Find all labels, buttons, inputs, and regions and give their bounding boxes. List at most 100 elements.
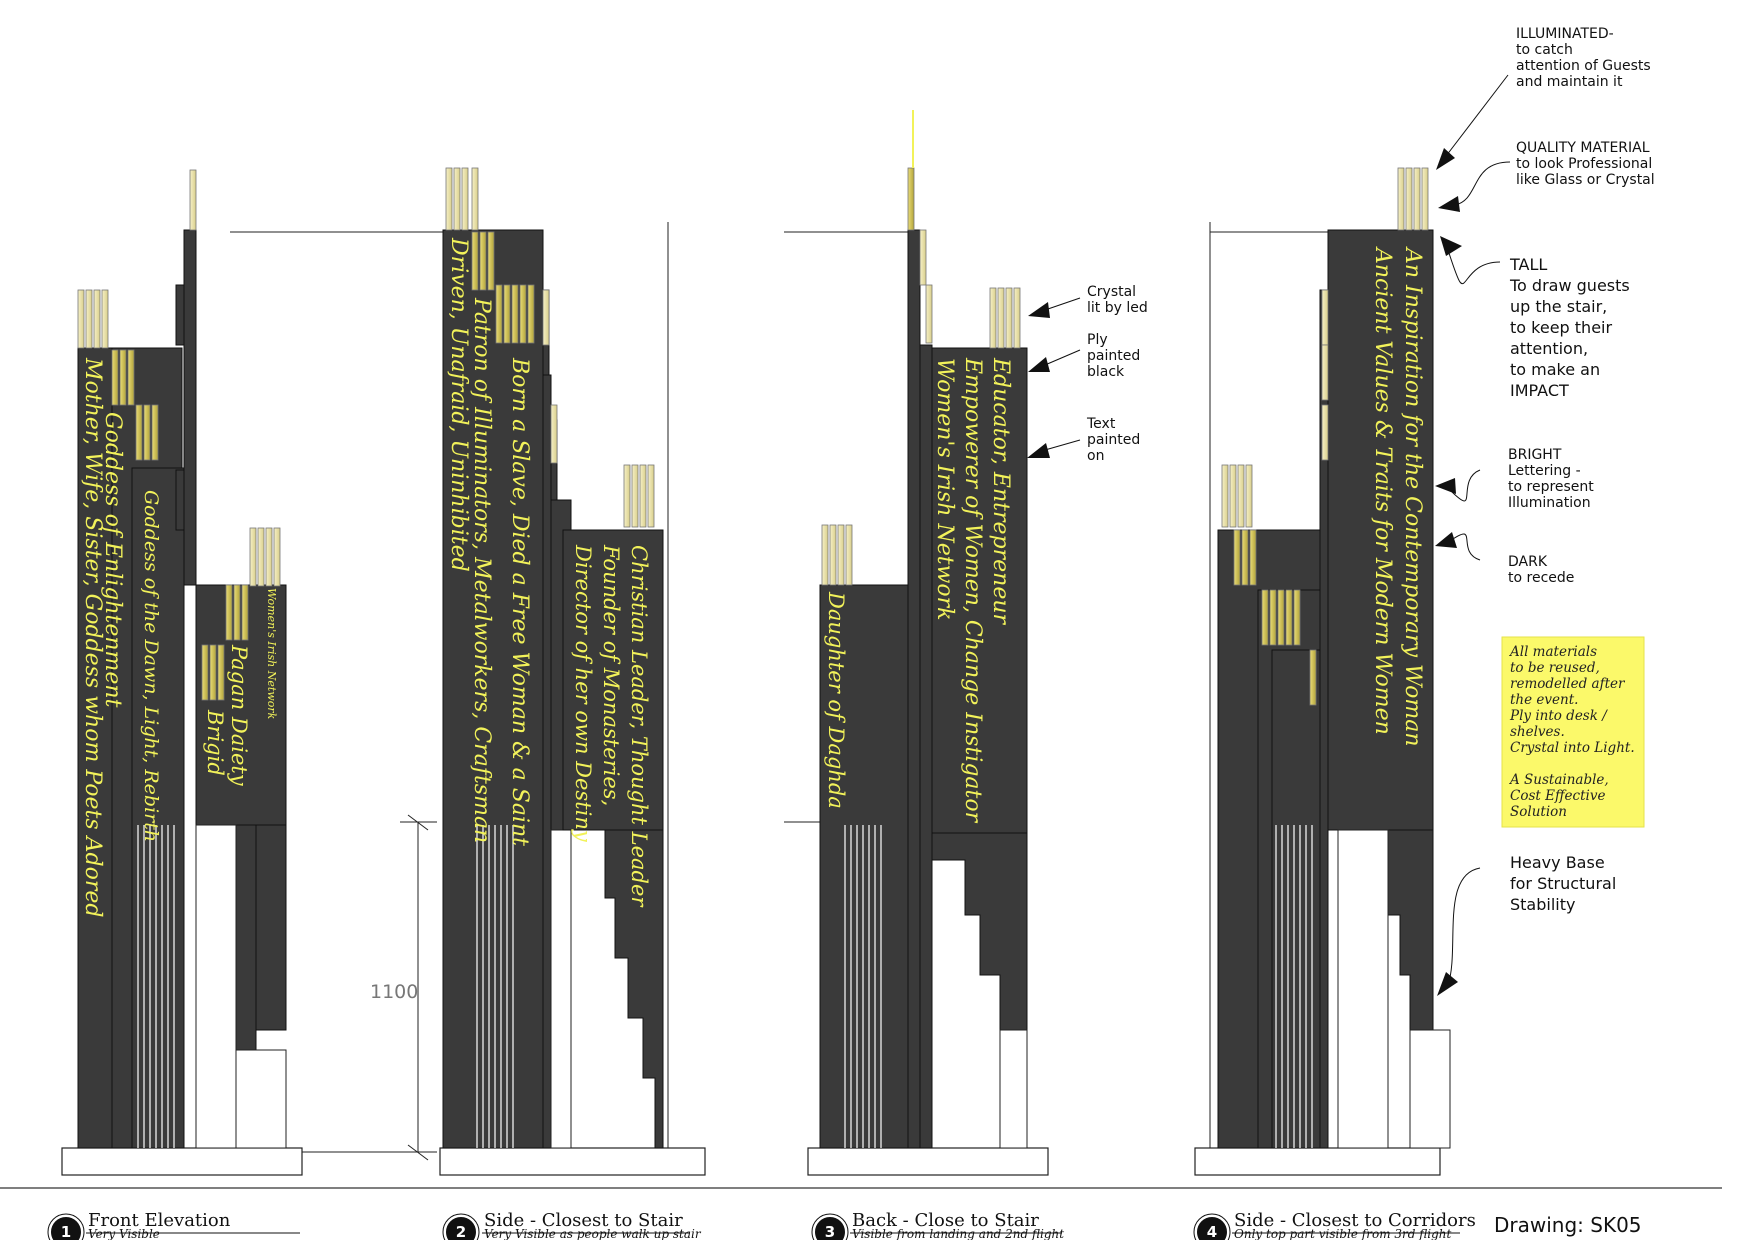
view-title: Side - Closest to Stair: [484, 1210, 683, 1231]
view-title: Side - Closest to Corridors: [1234, 1210, 1476, 1231]
note-text-1: Text: [1086, 416, 1116, 432]
note-ply-1: Ply: [1087, 332, 1108, 348]
view-number: 2: [456, 1223, 466, 1240]
lettering-patron: Patron of Illuminators, Metalworkers, Cr…: [469, 297, 494, 843]
note-heavy-2: for Structural: [1510, 874, 1616, 893]
sticky-note: All materials to be reused, remodelled a…: [1501, 636, 1645, 828]
ply-blade: [907, 229, 921, 1149]
lettering-founder: Founder of Monasteries,: [599, 544, 623, 806]
dimension-label: 1100: [370, 981, 418, 1003]
note-tall-1: TALL: [1509, 255, 1547, 274]
base-plinth: [1194, 1147, 1441, 1176]
ply-blade: [183, 229, 197, 586]
lettering-slave: Born a Slave, Died a Free Woman & a Sain…: [507, 357, 532, 846]
note-ply-2: painted: [1087, 348, 1140, 364]
note-tall-3: up the stair,: [1510, 297, 1607, 316]
ply-panel: [931, 347, 1028, 834]
view-side-corridor: An Inspiration for the Contemporary Woma…: [1194, 167, 1451, 1176]
view-number: 1: [61, 1223, 71, 1240]
note-tall-5: attention,: [1510, 339, 1588, 358]
view-subtitle: Visible from landing and 2nd flight: [852, 1227, 1064, 1240]
lettering-daughter: Daughter of Daghda: [824, 591, 848, 809]
crystal-cluster: [1221, 167, 1429, 706]
note-tall-4: to keep their: [1510, 318, 1612, 337]
sticky-line: Cost Effective: [1510, 788, 1605, 804]
note-dark-1: DARK: [1508, 554, 1548, 570]
view-number: 4: [1207, 1223, 1217, 1240]
view-number: 3: [825, 1223, 835, 1240]
view-title: Front Elevation: [88, 1210, 231, 1231]
note-heavy-1: Heavy Base: [1510, 853, 1605, 872]
note-tall-6: to make an: [1510, 360, 1600, 379]
ply-panel: [562, 529, 664, 831]
note-tall-2: To draw guests: [1509, 276, 1630, 295]
note-quality-2: to look Professional: [1516, 156, 1652, 172]
sticky-line: Crystal into Light.: [1510, 740, 1635, 756]
base-plinth: [61, 1147, 303, 1176]
lettering-christian: Christian Leader, Thought Leader: [627, 545, 651, 908]
base-grille: [476, 825, 514, 1148]
base-plinth: [807, 1147, 1049, 1176]
sticky-line: shelves.: [1510, 724, 1565, 740]
note-text-2: painted: [1087, 432, 1140, 448]
caption-view-3: 3 Back - Close to Stair Visible from lan…: [811, 1210, 1064, 1240]
view-front-elevation: Mother, Wife, Sister, Goddess whom Poets…: [61, 169, 303, 1176]
lettering-ancient: Ancient Values & Traits for Modern Women: [1370, 246, 1395, 735]
note-ply-3: black: [1087, 364, 1125, 380]
view-subtitle: Only top part visible from 3rd flight: [1234, 1227, 1452, 1240]
note-illuminated-3: attention of Guests: [1516, 58, 1651, 74]
view-subtitle: Very Visible as people walk up stair: [484, 1227, 702, 1240]
lettering-mother: Mother, Wife, Sister, Goddess whom Poets…: [80, 357, 105, 917]
sticky-line: Solution: [1510, 804, 1567, 820]
view-side-stair: Driven, Unafraid, Uninhibited Patron of …: [230, 167, 706, 1176]
ply-panel: [195, 584, 287, 826]
sticky-line: All materials: [1508, 644, 1597, 660]
note-bright-1: BRIGHT: [1508, 447, 1562, 463]
sticky-line: Ply into desk /: [1509, 708, 1608, 724]
annotations-back: Crystal lit by led Ply painted black Tex…: [1027, 284, 1148, 464]
view-title: Back - Close to Stair: [852, 1210, 1039, 1231]
ply-panel: [1327, 229, 1434, 831]
ply-panel: [819, 584, 916, 1149]
note-illuminated-1: ILLUMINATED-: [1516, 26, 1614, 42]
caption-view-2: 2 Side - Closest to Stair Very Visible a…: [442, 1210, 702, 1240]
note-quality-3: like Glass or Crystal: [1516, 172, 1655, 188]
lettering-brigid: Brigid: [203, 709, 227, 776]
note-heavy-3: Stability: [1510, 895, 1575, 914]
dimension-1100: 1100: [302, 814, 437, 1161]
note-tall-7: IMPACT: [1510, 381, 1569, 400]
sticky-line: the event.: [1510, 692, 1578, 708]
lettering-dawn: Goddess of the Dawn, Light, Rebirth: [140, 490, 162, 842]
note-crystal-1: Crystal: [1087, 284, 1136, 300]
caption-view-4: 4 Side - Closest to Corridors Only top p…: [1193, 1210, 1476, 1240]
sticky-line: to be reused,: [1510, 660, 1600, 676]
lettering-director: Director of her own Destiny: [571, 544, 595, 843]
note-illuminated-4: and maintain it: [1516, 74, 1623, 90]
caption-view-1: 1 Front Elevation Very Visible: [47, 1210, 300, 1240]
base-plinth: [439, 1147, 706, 1176]
crystal-cluster: [77, 169, 281, 701]
view-subtitle: Very Visible: [88, 1227, 160, 1240]
base-grille: [1275, 825, 1313, 1148]
note-text-3: on: [1087, 448, 1104, 464]
ply-panel: [77, 347, 113, 1149]
note-quality-1: QUALITY MATERIAL: [1516, 140, 1650, 156]
lettering-empowerer: Empowerer of Women, Change Instigator: [960, 357, 985, 824]
drawing-number: Drawing: SK05: [1494, 1213, 1642, 1237]
note-dark-2: to recede: [1508, 570, 1574, 586]
note-bright-3: to represent: [1508, 479, 1594, 495]
crystal-cluster: [821, 110, 1021, 586]
lettering-pagan: Pagan Daiety: [227, 644, 251, 787]
note-bright-2: Lettering -: [1508, 463, 1581, 479]
note-illuminated-2: to catch: [1516, 42, 1573, 58]
base-grille: [844, 825, 882, 1148]
lettering-driven: Driven, Unafraid, Uninhibited: [446, 237, 471, 572]
sticky-line: A Sustainable,: [1508, 772, 1609, 788]
ply-panel: [131, 467, 185, 1149]
view-back: Daughter of Daghda Educator, Entrepreneu…: [784, 110, 1049, 1176]
lettering-inspiration: An Inspiration for the Contemporary Woma…: [1400, 246, 1425, 747]
lettering-network: Women's Irish Network: [265, 588, 278, 720]
ply-panel: [442, 229, 544, 1149]
annotations-corridor: ILLUMINATED- to catch attention of Guest…: [1435, 26, 1655, 996]
